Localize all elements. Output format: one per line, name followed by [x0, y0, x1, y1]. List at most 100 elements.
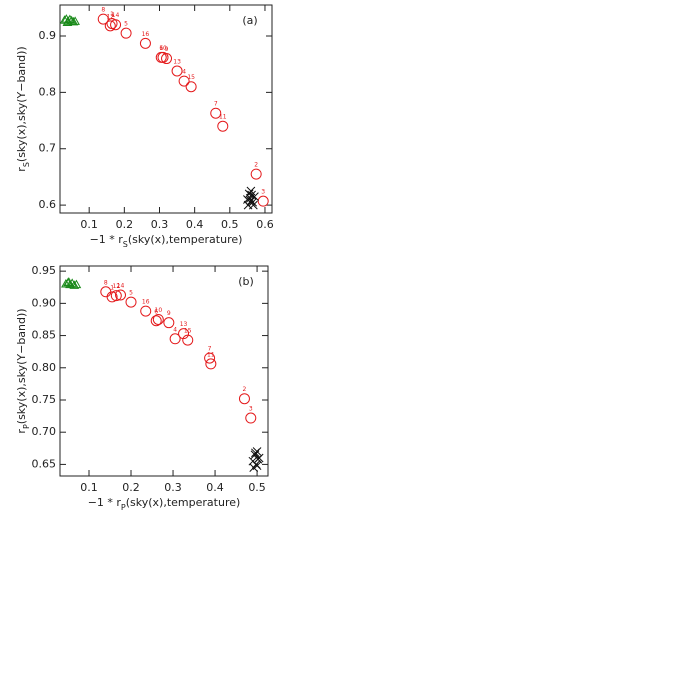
- x-tick-label: 0.4: [206, 481, 224, 494]
- point-label: 2: [243, 386, 247, 393]
- point-label: 6: [154, 308, 158, 315]
- point: [62, 17, 73, 26]
- label-part: (sky(x),temperature): [126, 496, 241, 509]
- point-label: 10: [159, 45, 167, 52]
- point-label: 1: [110, 11, 114, 18]
- y-tick-label: 0.7: [39, 142, 57, 155]
- point: [185, 81, 197, 93]
- point: [204, 352, 216, 364]
- point-label: 5: [129, 290, 133, 297]
- plot-frame: [59, 4, 273, 214]
- point-label: 6: [159, 45, 163, 52]
- y-tick-label: 0.95: [32, 264, 57, 277]
- point: [178, 328, 190, 340]
- x-tick-label: 0.6: [256, 218, 274, 231]
- y-tick-label: 0.9: [39, 29, 57, 42]
- plot-frame: [59, 265, 269, 477]
- point-label: 10: [155, 307, 163, 314]
- point-label: 4: [173, 326, 177, 333]
- label-part: −1 * r: [90, 233, 124, 246]
- point-label: 4: [182, 69, 186, 76]
- point-label: 11: [219, 114, 227, 121]
- point: [70, 16, 80, 25]
- point: [71, 279, 82, 289]
- label-sub: P: [121, 503, 126, 512]
- x-tick-label: 0.2: [116, 218, 134, 231]
- label-part: (sky(x),sky(Y−band)): [15, 46, 28, 162]
- point-label: 13: [173, 58, 181, 65]
- point: [257, 195, 269, 207]
- y-tick-label: 0.65: [32, 457, 57, 470]
- point: [246, 196, 256, 206]
- point: [104, 20, 116, 32]
- x-tick-label: 0.5: [221, 218, 239, 231]
- point-label: 15: [187, 74, 195, 81]
- point: [251, 448, 260, 458]
- point-label: 9: [167, 310, 171, 317]
- axis-label: rS(sky(x),sky(Y−band)): [15, 46, 31, 171]
- annotation: (b): [238, 275, 254, 288]
- point-label: 1: [110, 284, 114, 291]
- point: [163, 317, 175, 329]
- y-tick-label: 0.75: [32, 393, 57, 406]
- point: [178, 75, 190, 87]
- y-tick-label: 0.70: [32, 425, 57, 438]
- point-label: 7: [214, 101, 218, 108]
- point: [68, 16, 79, 26]
- point: [171, 65, 183, 77]
- point: [152, 313, 164, 325]
- point: [110, 290, 122, 302]
- label-part: r: [15, 429, 28, 434]
- point-label: 14: [112, 12, 120, 19]
- point-label: 12: [106, 13, 114, 20]
- axis-label: −1 * rP(sky(x),temperature): [88, 496, 241, 512]
- x-tick-label: 0.4: [186, 218, 204, 231]
- label-sub: P: [22, 424, 31, 429]
- point-label: 16: [142, 31, 150, 38]
- y-tick-label: 0.90: [32, 296, 57, 309]
- point-label: 11: [207, 351, 215, 358]
- point-label: 15: [184, 328, 192, 335]
- point-label: 12: [112, 283, 120, 290]
- y-tick-label: 0.85: [32, 329, 57, 342]
- point-label: 3: [249, 406, 253, 413]
- point: [245, 412, 257, 424]
- y-tick-label: 0.80: [32, 361, 57, 374]
- point: [217, 120, 229, 132]
- annotation: (a): [242, 14, 257, 27]
- point: [249, 200, 258, 210]
- point: [238, 393, 250, 405]
- axis-label: −1 * rS(sky(x),temperature): [90, 233, 243, 249]
- point-label: 14: [117, 282, 125, 289]
- label-sub: S: [22, 162, 31, 167]
- y-tick-label: 0.8: [39, 85, 57, 98]
- point: [250, 168, 262, 180]
- point: [139, 37, 151, 49]
- point-label: 8: [101, 7, 105, 14]
- point: [140, 305, 152, 317]
- x-tick-label: 0.3: [151, 218, 169, 231]
- point: [150, 315, 162, 327]
- point: [205, 358, 217, 370]
- point: [161, 53, 173, 65]
- point-label: 9: [165, 46, 169, 53]
- x-tick-label: 0.2: [122, 481, 140, 494]
- point-label: 16: [142, 299, 150, 306]
- point-label: 3: [261, 189, 265, 196]
- x-tick-label: 0.5: [248, 481, 266, 494]
- label-sub: S: [123, 240, 128, 249]
- point: [110, 19, 122, 31]
- point-label: 7: [208, 346, 212, 353]
- point-label: 8: [104, 279, 108, 286]
- axis-label: rP(sky(x),sky(Y−band)): [15, 308, 31, 433]
- label-part: (sky(x),sky(Y−band)): [15, 308, 28, 424]
- point: [97, 13, 109, 25]
- point: [115, 289, 127, 301]
- point: [120, 27, 132, 39]
- y-tick-label: 0.6: [39, 198, 57, 211]
- x-tick-label: 0.3: [164, 481, 182, 494]
- label-part: −1 * r: [88, 496, 122, 509]
- x-tick-label: 0.1: [80, 218, 98, 231]
- point: [63, 277, 74, 286]
